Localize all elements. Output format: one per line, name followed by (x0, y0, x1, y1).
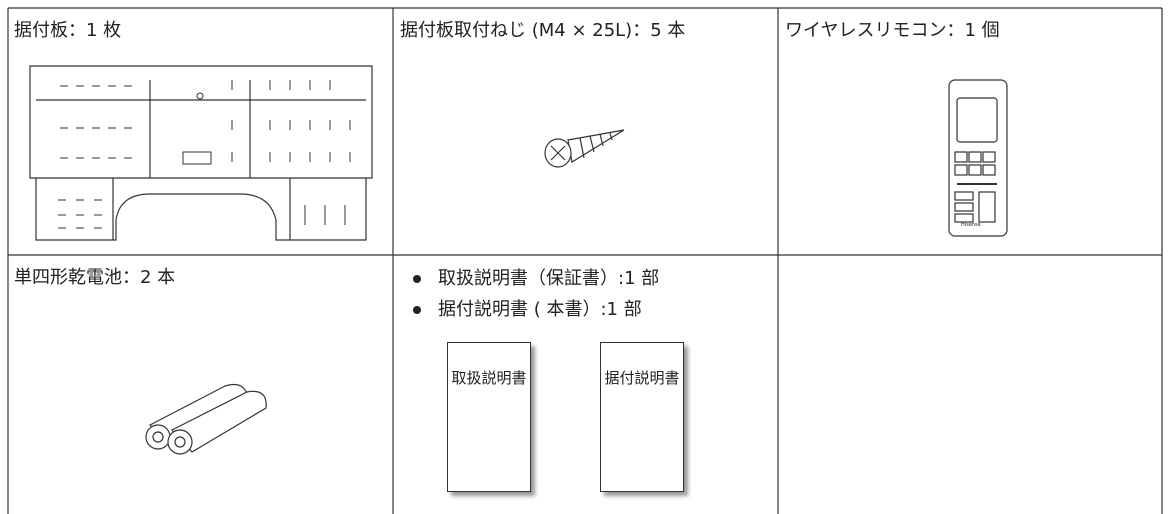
booklet-title: 取扱説明書 (451, 369, 527, 387)
remote-brand: Hisense (961, 222, 981, 228)
list-item: 据付説明書 ( 本書）:1 部 (438, 299, 642, 320)
mounting-plate-icon (29, 65, 373, 241)
remote-icon (948, 79, 1008, 237)
booklet: 据付説明書 (600, 342, 684, 492)
screw-icon (544, 129, 625, 168)
table-grid (7, 7, 1163, 514)
cell-label: 据付板：1 枚 (14, 20, 122, 41)
bullet-markers (413, 275, 421, 314)
cell-label: ワイヤレスリモコン：1 個 (785, 20, 1000, 41)
list-item: 取扱説明書（保証書）:1 部 (438, 268, 660, 289)
batteries-icon (145, 383, 267, 455)
booklet: 取扱説明書 (447, 342, 531, 492)
booklet-title: 据付説明書 (604, 369, 680, 387)
cell-label: 据付板取付ねじ (M4 × 25L)：5 本 (400, 20, 686, 41)
cell-label: 単四形乾電池：2 本 (14, 267, 176, 288)
